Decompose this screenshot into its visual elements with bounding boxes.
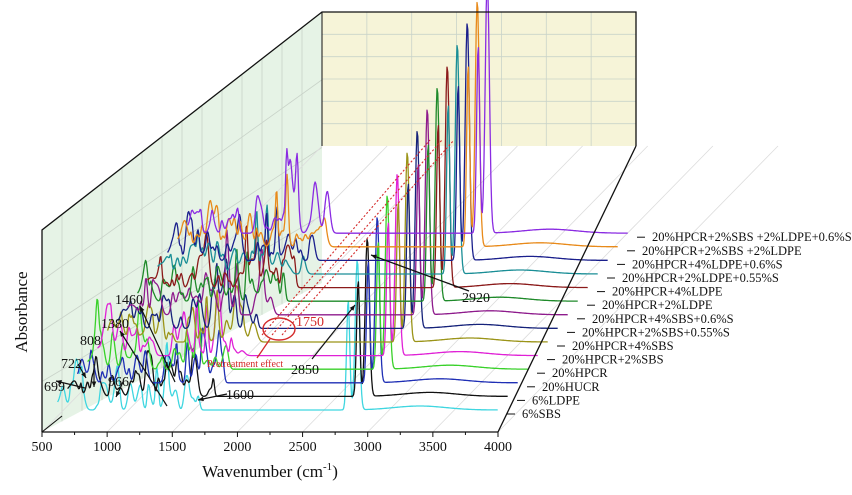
arrowhead: [56, 380, 62, 385]
arrowhead: [140, 306, 145, 312]
side-wall-gridline: [41, 147, 323, 332]
series-label: 20%HPCR+2%SBS: [562, 353, 664, 367]
series-line: [106, 152, 548, 343]
peak-label: 1600: [226, 388, 254, 403]
arrowhead: [349, 305, 355, 311]
highlight-dotted-line: [261, 139, 431, 336]
x-axis-title-sup: -1: [323, 461, 332, 473]
series-line: [177, 1, 618, 248]
arrowhead: [81, 372, 86, 378]
x-tick-label: 3500: [419, 440, 447, 455]
highlight-pointer: [256, 338, 271, 359]
series-label: 20%HPCR+4%SBS: [572, 339, 674, 353]
arrowhead: [116, 391, 121, 397]
x-axis-ticks: 500 1000 1500 2000 2500 3000 3500 4000: [32, 432, 512, 455]
series-label: 20%HPCR+2%SBS+0.55%S: [582, 325, 730, 339]
series-label: 6%SBS: [522, 407, 561, 421]
x-axis-title-tail: ): [332, 462, 338, 481]
highlight-label: 1750: [296, 315, 324, 330]
peak-label: 699: [44, 380, 65, 395]
series-line: [97, 174, 538, 357]
side-wall-gridline: [41, 79, 323, 281]
x-axis-title-main: Wavenumber (cm: [202, 462, 323, 481]
peak-label: 808: [80, 334, 101, 349]
x-axis-title: Wavenumber (cm-1): [202, 461, 338, 481]
series-line: [57, 260, 498, 411]
series-label: 20%HUCR: [542, 380, 600, 394]
series-line: [67, 238, 508, 398]
x-tick-label: 1500: [158, 440, 186, 455]
series-line: [157, 44, 598, 275]
series-lines: [57, 0, 628, 411]
annotation-arrow: [370, 254, 470, 292]
left-depth-axis-stub: [41, 415, 63, 433]
arrowhead: [91, 381, 97, 387]
annotation-arrow: [311, 304, 356, 360]
series-line: [187, 0, 628, 234]
x-tick-label: 1000: [93, 440, 121, 455]
floor-gridline: [432, 145, 714, 433]
floor-gridline: [497, 145, 779, 433]
series-line: [147, 66, 588, 289]
series-label: 20%HPCR+4%LDPE+0.6%S: [632, 257, 783, 271]
series-label: 20%HPCR+2%SBS +2%LDPE+0.6%S: [652, 230, 852, 244]
series-label: 20%HPCR+2%LDPE: [602, 298, 713, 312]
y-axis-title: Absorbance: [12, 271, 31, 352]
x-tick-label: 3000: [354, 440, 382, 455]
arrowhead: [371, 254, 377, 260]
arrowhead: [198, 396, 204, 402]
series-label: 20%HPCR+4%SBS+0.6%S: [592, 312, 734, 326]
x-tick-label: 500: [32, 440, 53, 455]
highlight-dotted-line: [281, 139, 455, 336]
peak-annotations: 699 722 808 966 1380 1460 1600 2850 2920 1750 Pret…: [44, 139, 490, 407]
series-label: 20%HPCR+2%SBS +2%LDPE: [642, 244, 802, 258]
highlight-circle: [262, 317, 296, 341]
peak-label: 2850: [291, 363, 319, 378]
highlight-note: Pretreatment effect: [207, 359, 283, 370]
series-label: 6%LDPE: [532, 393, 580, 407]
x-tick-label: 2000: [223, 440, 251, 455]
peak-label: 1380: [101, 317, 129, 332]
peak-label: 1460: [115, 293, 143, 308]
series-label: 20%HPCR+4%LDPE: [612, 285, 723, 299]
series-line: [117, 131, 558, 330]
series-label: 20%HPCR: [552, 366, 608, 380]
highlight-dotted-line: [271, 139, 443, 336]
series-label: 20%HPCR+2%LDPE+0.55%S: [622, 271, 779, 285]
annotation-arrow: [119, 330, 168, 407]
annotation-arrow: [139, 305, 176, 383]
peak-label: 2920: [462, 291, 490, 306]
floor-gridline: [367, 145, 649, 433]
x-tick-label: 4000: [484, 440, 512, 455]
series-line: [137, 87, 578, 302]
peak-label: 722: [61, 357, 82, 372]
series-line: [87, 195, 528, 370]
arrowhead: [120, 331, 125, 337]
depth-axis-line: [497, 145, 637, 433]
peak-label: 966: [108, 375, 129, 390]
series-labels: 6%SBS6%LDPE20%HUCR20%HPCR20%HPCR+2%SBS20…: [507, 230, 852, 421]
x-tick-label: 2500: [289, 440, 317, 455]
